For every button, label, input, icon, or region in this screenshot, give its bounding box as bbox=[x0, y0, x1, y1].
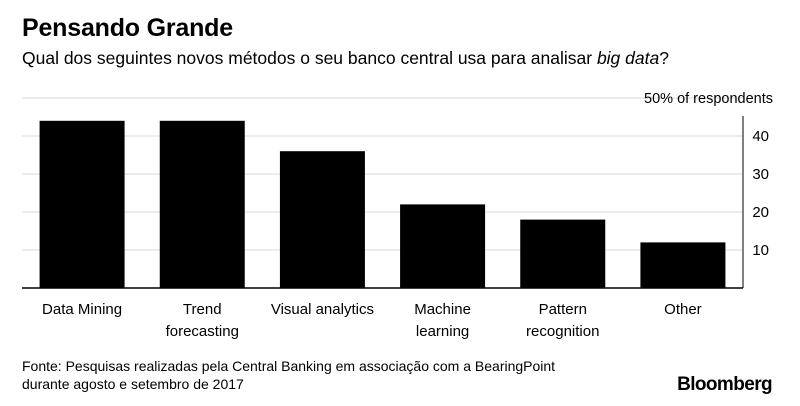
subtitle-prefix: Qual dos seguintes novos métodos o seu b… bbox=[22, 48, 597, 68]
source-line-2: durante agosto e setembro de 2017 bbox=[22, 376, 244, 392]
bloomberg-logo: Bloomberg bbox=[677, 374, 772, 395]
x-tick-label-4-0: Pattern bbox=[539, 301, 587, 318]
x-tick-label-3-0: Machine bbox=[414, 301, 471, 318]
bar-0 bbox=[39, 120, 125, 288]
x-tick-label-4-1: recognition bbox=[526, 323, 599, 340]
bar-2 bbox=[279, 151, 365, 288]
y-tick-label-40: 40 bbox=[752, 128, 769, 145]
x-tick-label-3-1: learning bbox=[416, 323, 469, 340]
subtitle-emphasis: big data bbox=[596, 48, 660, 68]
y-axis-top-label: 50% of respondents bbox=[644, 91, 773, 107]
y-tick-label-20: 20 bbox=[752, 204, 769, 221]
subtitle-suffix: ? bbox=[659, 48, 669, 68]
x-tick-label-1-0: Trend bbox=[183, 301, 222, 318]
bar-4 bbox=[520, 219, 606, 288]
bar-3 bbox=[400, 204, 486, 288]
source-line-1: Fonte: Pesquisas realizadas pela Central… bbox=[22, 358, 556, 374]
x-tick-label-2-0: Visual analytics bbox=[271, 301, 374, 318]
y-tick-label-10: 10 bbox=[752, 242, 769, 259]
source-note: Fonte: Pesquisas realizadas pela Central… bbox=[22, 357, 555, 393]
bar-1 bbox=[159, 120, 245, 288]
bar-5 bbox=[640, 242, 726, 288]
chart-subtitle: Qual dos seguintes novos métodos o seu b… bbox=[22, 48, 669, 69]
x-tick-label-0-0: Data Mining bbox=[42, 301, 122, 318]
chart-title: Pensando Grande bbox=[22, 14, 233, 42]
y-tick-label-30: 30 bbox=[752, 166, 769, 183]
x-tick-label-1-1: forecasting bbox=[166, 323, 239, 340]
x-tick-label-5-0: Other bbox=[664, 301, 702, 318]
